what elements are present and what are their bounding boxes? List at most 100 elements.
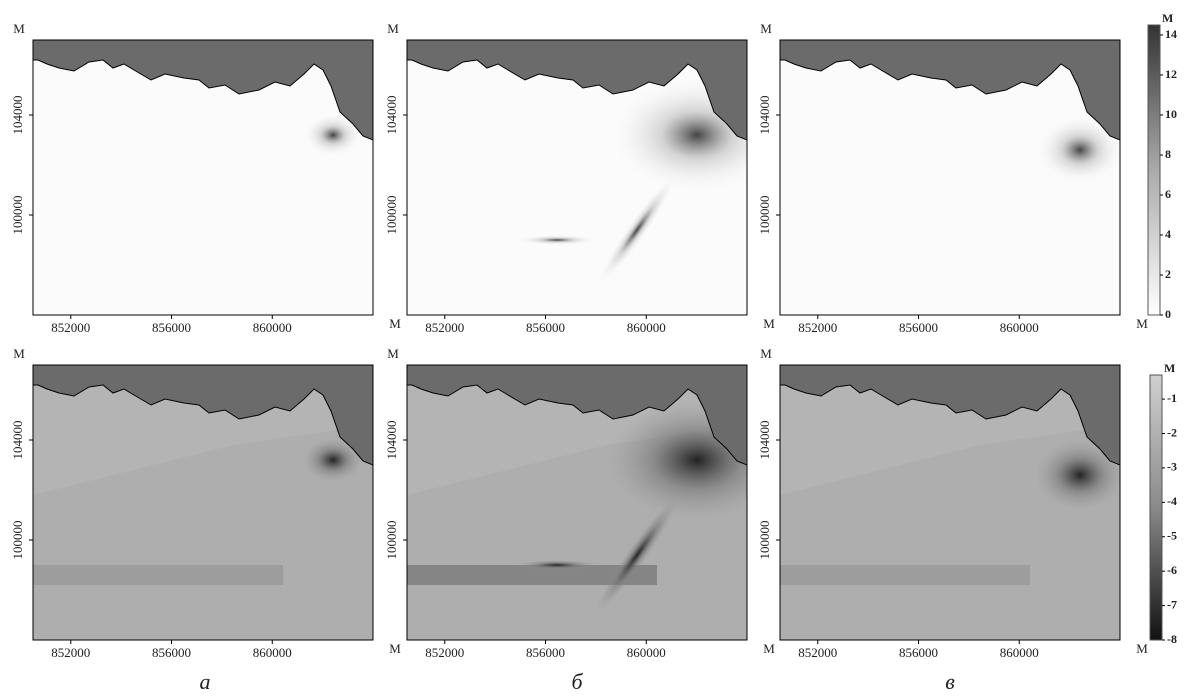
field-band — [780, 565, 1030, 585]
colorbar-label: -1 — [1167, 391, 1177, 405]
x-tick-label: 860000 — [1000, 320, 1039, 335]
colorbar-label: 4 — [1165, 227, 1171, 241]
plume — [1035, 115, 1120, 185]
map-panel: 852000 856000 860000 100000 104000 M M — [10, 21, 401, 335]
y-tick-label: 104000 — [757, 421, 772, 460]
colorbar-label: 8 — [1165, 147, 1171, 161]
x-tick-label: 852000 — [798, 320, 837, 335]
map-panel: 852000 856000 860000 100000 104000 M M — [757, 346, 1148, 660]
colorbar-label: -3 — [1167, 460, 1177, 474]
frame — [406, 39, 748, 316]
y-tick-label: 104000 — [10, 421, 25, 460]
x-tick-label: 852000 — [51, 645, 90, 660]
field — [407, 365, 747, 640]
field-band — [407, 565, 657, 585]
map-panel: 852000 856000 860000 100000 104000 M M — [384, 346, 775, 660]
plume — [596, 497, 678, 613]
plume — [596, 172, 678, 288]
x-unit: M — [1136, 316, 1148, 331]
x-tick-label: 852000 — [425, 645, 464, 660]
colorbar-label: 10 — [1165, 107, 1177, 121]
colorbar-label: -8 — [1167, 632, 1177, 646]
panel-label: в — [945, 669, 955, 694]
colorbar-ramp — [1147, 24, 1161, 316]
x-tick-label: 852000 — [425, 320, 464, 335]
frame — [779, 364, 1121, 641]
colorbar-ramp — [1149, 374, 1163, 641]
y-tick-label: 104000 — [384, 96, 399, 135]
x-tick-label: 856000 — [899, 645, 938, 660]
field-band — [33, 425, 373, 640]
colorbar-label: 6 — [1165, 187, 1171, 201]
colorbar-unit: M — [1164, 361, 1175, 375]
x-tick-label: 860000 — [1000, 645, 1039, 660]
field-band — [33, 565, 283, 585]
panel-label: б — [571, 669, 583, 694]
y-unit: M — [13, 21, 25, 36]
x-tick-label: 860000 — [627, 320, 666, 335]
x-tick-label: 856000 — [152, 320, 191, 335]
colorbar: -1 -2 -3 -4 -5 -6 -7 -8 M — [1149, 361, 1177, 646]
colorbar-label: -5 — [1167, 529, 1177, 543]
y-tick-label: 104000 — [10, 96, 25, 135]
field — [780, 365, 1120, 640]
x-tick-label: 852000 — [51, 320, 90, 335]
field — [407, 40, 747, 315]
x-tick-label: 860000 — [627, 645, 666, 660]
plume — [1035, 440, 1120, 510]
x-unit: M — [763, 641, 775, 656]
x-tick-label: 856000 — [526, 645, 565, 660]
frame — [32, 39, 374, 316]
x-unit: M — [389, 641, 401, 656]
x-tick-label: 860000 — [253, 645, 292, 660]
x-tick-label: 856000 — [899, 320, 938, 335]
frame — [32, 364, 374, 641]
y-unit: M — [387, 21, 399, 36]
field-band — [780, 425, 1120, 640]
frame — [779, 39, 1121, 316]
y-tick-label: 104000 — [384, 421, 399, 460]
colorbar-label: 12 — [1165, 67, 1177, 81]
plume — [517, 235, 597, 245]
y-tick-label: 100000 — [384, 196, 399, 235]
y-tick-label: 100000 — [757, 196, 772, 235]
colorbar-label: -7 — [1167, 597, 1177, 611]
colorbar: 0 2 4 6 8 10 12 14 M — [1147, 11, 1177, 321]
y-unit: M — [13, 346, 25, 361]
plume — [303, 113, 363, 157]
x-tick-label: 856000 — [152, 645, 191, 660]
panel-label: а — [200, 669, 211, 694]
y-tick-label: 100000 — [10, 196, 25, 235]
frame — [406, 364, 748, 641]
map-panel: 852000 856000 860000 100000 104000 M M — [384, 21, 775, 335]
x-unit: M — [763, 316, 775, 331]
colorbar-label: 0 — [1165, 307, 1171, 321]
map-panel: 852000 856000 860000 100000 104000 M M — [757, 21, 1148, 335]
field — [33, 365, 373, 640]
y-unit: M — [760, 346, 772, 361]
field — [780, 40, 1120, 315]
colorbar-label: 2 — [1165, 267, 1171, 281]
y-tick-label: 100000 — [10, 521, 25, 560]
plume — [303, 438, 363, 482]
colorbar-label: -4 — [1167, 494, 1177, 508]
y-tick-label: 104000 — [757, 96, 772, 135]
field-background — [33, 40, 373, 315]
x-tick-label: 860000 — [253, 320, 292, 335]
x-tick-label: 852000 — [798, 645, 837, 660]
field — [33, 40, 373, 315]
y-tick-label: 100000 — [757, 521, 772, 560]
colorbar-label: -6 — [1167, 563, 1177, 577]
plume — [517, 560, 597, 570]
colorbar-label: -2 — [1167, 425, 1177, 439]
y-unit: M — [760, 21, 772, 36]
y-tick-label: 100000 — [384, 521, 399, 560]
x-tick-label: 856000 — [526, 320, 565, 335]
y-unit: M — [387, 346, 399, 361]
colorbar-label: 14 — [1165, 27, 1177, 41]
x-unit: M — [1136, 641, 1148, 656]
x-unit: M — [389, 316, 401, 331]
map-panel: 852000 856000 860000 100000 104000 M M — [10, 346, 401, 660]
colorbar-unit: M — [1162, 11, 1173, 25]
